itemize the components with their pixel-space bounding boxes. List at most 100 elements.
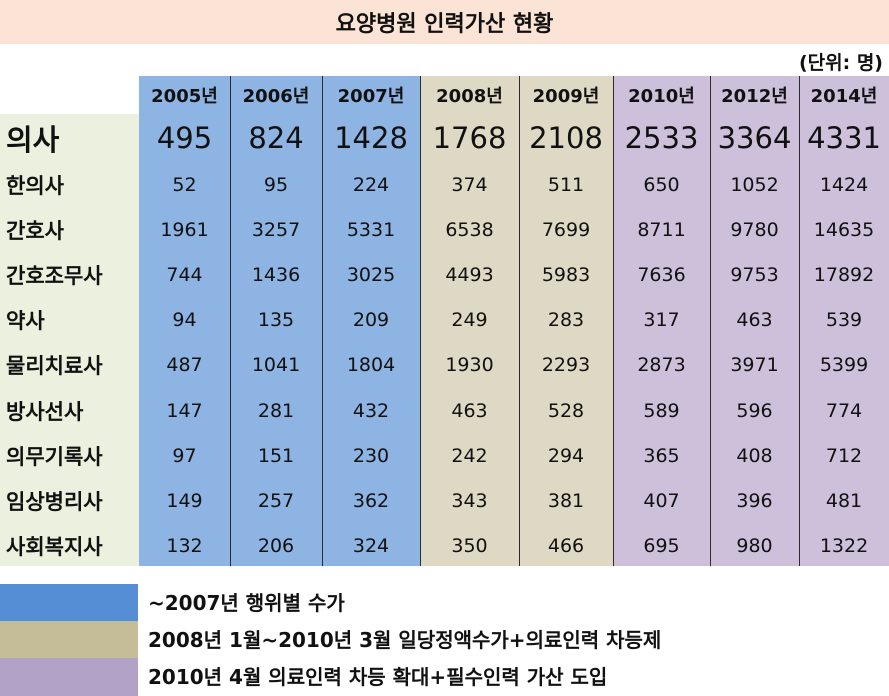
table-cell: 381 [547, 489, 585, 512]
header-corner [0, 76, 139, 114]
table-cell: 17892 [813, 263, 875, 286]
column-divider [710, 76, 711, 566]
row-label: 임상병리사 [6, 489, 103, 514]
table-cell: 1428 [334, 121, 408, 155]
year-header: 2005년 [151, 86, 218, 107]
table-cell: 97 [172, 444, 197, 467]
title-bar: 요양병원 인력가산 현황 [0, 0, 889, 46]
table-cell: 365 [643, 444, 680, 467]
table-cell: 1961 [160, 218, 209, 241]
table-cell: 350 [451, 535, 488, 558]
table-cell: 9780 [730, 218, 779, 241]
table-cell: 589 [643, 399, 680, 422]
year-header: 2009년 [532, 86, 600, 107]
table-cell: 5983 [541, 263, 591, 286]
table-cell: 481 [825, 489, 863, 512]
table-cell: 3257 [251, 218, 301, 241]
table-cell: 95 [263, 173, 289, 196]
table-cell: 294 [547, 444, 585, 467]
table-row: 간호조무사 744 1436 3025 4493 5983 7636 9753 17892 [0, 252, 889, 297]
table-row: 한의사 52 95 224 374 511 650 1052 1424 [0, 162, 889, 207]
row-label: 의사 [6, 123, 60, 157]
table-cell: 8711 [637, 218, 686, 241]
year-header: 2008년 [436, 86, 503, 107]
table-cell: 774 [825, 399, 863, 422]
table-cell: 362 [352, 489, 390, 512]
table-cell: 151 [257, 444, 295, 467]
table-cell: 463 [451, 399, 488, 422]
table-cell: 94 [172, 309, 197, 332]
table-cell: 2108 [529, 121, 603, 155]
table-row: 의무기록사 97 151 230 242 294 365 408 712 [0, 433, 889, 478]
period-band-2010-2014 [613, 76, 889, 566]
table-cell: 5331 [346, 218, 396, 241]
legend-text: ~2007년 행위별 수가 [148, 591, 345, 615]
row-label-column [0, 114, 139, 566]
table-cell: 824 [248, 121, 304, 155]
column-divider [230, 76, 231, 566]
year-header: 2010년 [628, 86, 695, 107]
table-cell: 257 [257, 489, 295, 512]
row-label: 약사 [6, 309, 45, 334]
staffing-table: 2005년 2006년 2007년 2008년 2009년 2010년 2012… [0, 76, 889, 569]
table-cell: 1804 [346, 354, 396, 377]
row-label: 간호조무사 [6, 263, 103, 288]
table-cell: 1436 [251, 263, 301, 286]
table-row: 간호사 1961 3257 5331 6538 7699 8711 9780 14635 [0, 207, 889, 252]
table-row: 물리치료사 487 1041 1804 1930 2293 2873 3971 5399 [0, 343, 889, 388]
table-cell: 230 [352, 444, 390, 467]
table-cell: 6538 [445, 218, 494, 241]
table-cell: 224 [352, 173, 390, 196]
table-cell: 463 [736, 309, 773, 332]
table-cell: 396 [736, 489, 773, 512]
table-cell: 596 [736, 399, 773, 422]
table-cell: 4493 [445, 263, 494, 286]
table-cell: 1322 [819, 535, 869, 558]
table-cell: 695 [643, 535, 680, 558]
table-cell: 408 [736, 444, 773, 467]
table-cell: 487 [166, 354, 203, 377]
table-cell: 206 [257, 535, 295, 558]
table-cell: 495 [156, 121, 213, 155]
table-cell: 511 [547, 173, 585, 196]
legend-item-fee-for-service: ~2007년 행위별 수가 [0, 584, 889, 622]
table-cell: 712 [825, 444, 863, 467]
table-cell: 132 [166, 535, 203, 558]
legend-swatch-blue [0, 584, 138, 622]
table-row: 방사선사 147 281 432 463 528 589 596 774 [0, 388, 889, 433]
row-label: 물리치료사 [6, 354, 103, 379]
table-cell: 744 [166, 263, 203, 286]
table-cell: 147 [166, 399, 203, 422]
year-header: 2006년 [242, 86, 310, 107]
legend-item-expansion: 2010년 4월 의료인력 차등 확대+필수인력 가산 도입 [0, 658, 889, 696]
table-cell: 466 [547, 535, 585, 558]
table-cell: 14635 [813, 218, 875, 241]
row-label: 사회복지사 [6, 535, 103, 560]
table-cell: 2533 [624, 121, 699, 155]
table-cell: 249 [451, 309, 488, 332]
table-cell: 1930 [445, 354, 494, 377]
table-cell: 149 [166, 489, 203, 512]
table-cell: 283 [547, 309, 585, 332]
table-cell: 324 [352, 535, 390, 558]
table-cell: 2293 [541, 354, 591, 377]
table-cell: 3364 [717, 121, 792, 155]
table-cell: 1768 [432, 121, 507, 155]
table-cell: 343 [451, 489, 488, 512]
legend-swatch-tan [0, 621, 138, 659]
column-divider [519, 76, 520, 566]
unit-label: (단위: 명) [798, 52, 883, 74]
column-divider [799, 76, 800, 566]
table-cell: 432 [352, 399, 390, 422]
table-cell: 7699 [541, 218, 591, 241]
table-row: 임상병리사 149 257 362 343 381 407 396 481 [0, 478, 889, 523]
legend-swatch-purple [0, 658, 138, 696]
table-cell: 980 [736, 535, 773, 558]
table-cell: 317 [643, 309, 680, 332]
table-cell: 135 [257, 309, 295, 332]
table-cell: 528 [547, 399, 585, 422]
table-cell: 407 [643, 489, 680, 512]
table-cell: 9753 [730, 263, 779, 286]
table-cell: 52 [172, 173, 197, 196]
row-label: 간호사 [6, 218, 64, 243]
